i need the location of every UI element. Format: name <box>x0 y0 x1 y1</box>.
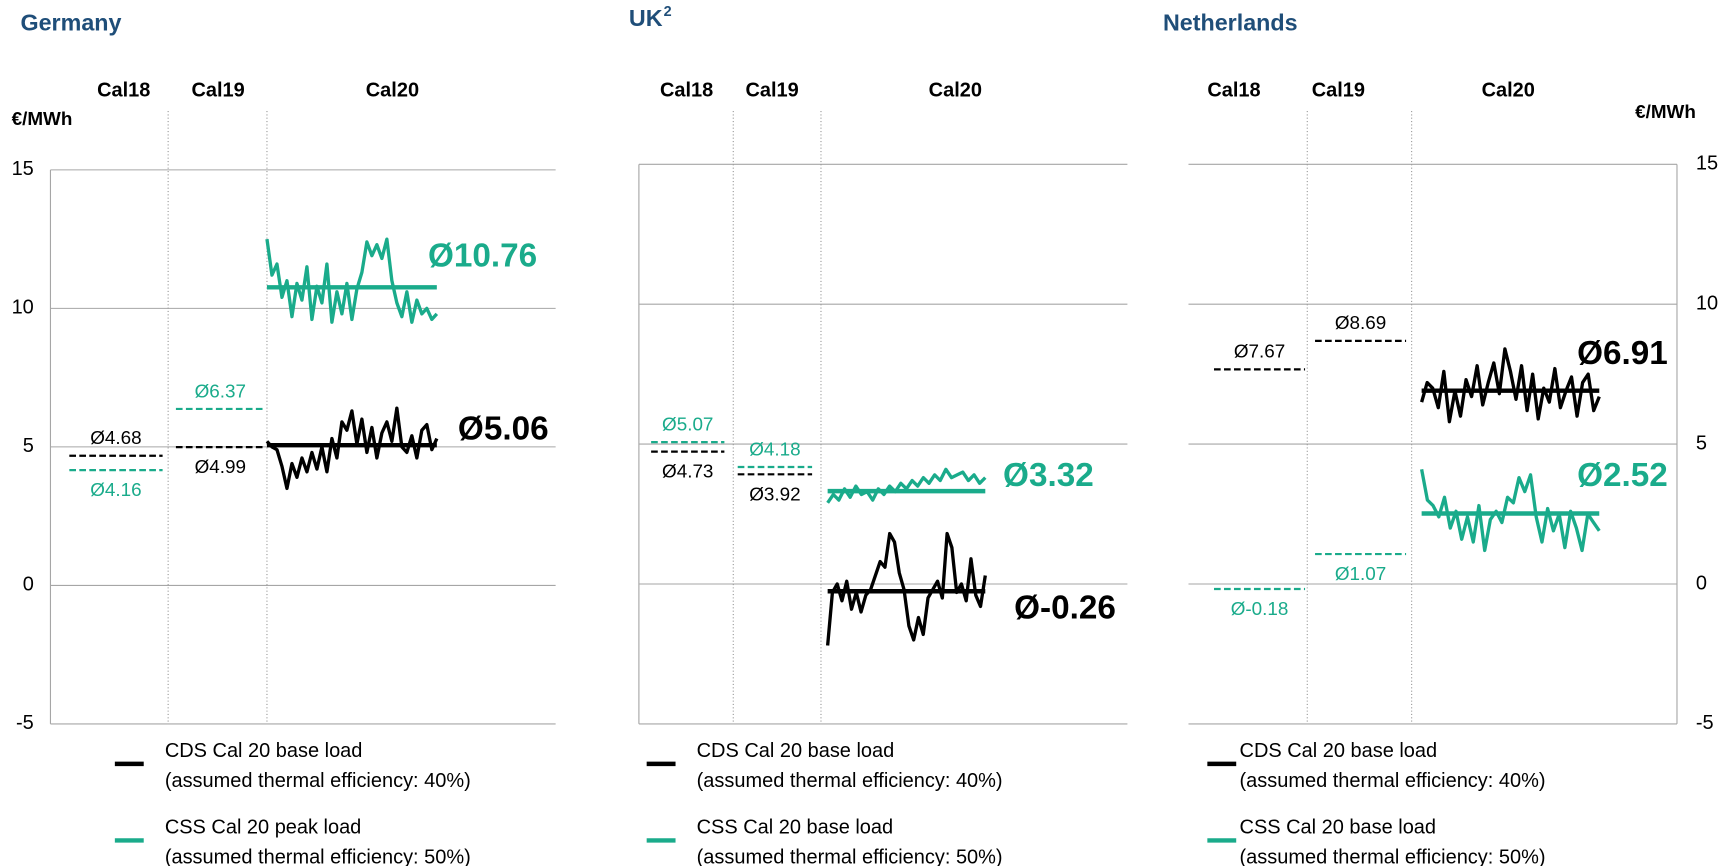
y-tick-label: 15 <box>1696 153 1718 175</box>
period-label: Cal18 <box>660 79 713 101</box>
legend-label: CDS Cal 20 base load <box>697 740 895 762</box>
period-average-label: Ø4.73 <box>662 461 713 482</box>
legend-label: CSS Cal 20 base load <box>1240 817 1436 839</box>
period-average-label: Ø5.07 <box>662 413 713 434</box>
period-label: Cal20 <box>366 79 419 101</box>
unit-label: €/MWh <box>1635 101 1696 122</box>
period-average-label: Ø4.68 <box>90 427 141 448</box>
panel-title: Netherlands <box>1163 10 1298 36</box>
legend-note: (assumed thermal efficiency: 40%) <box>697 770 1003 792</box>
period-average-label: Ø3.92 <box>749 483 800 504</box>
cal20-average-label: Ø2.52 <box>1577 457 1668 494</box>
legend-note: (assumed thermal efficiency: 40%) <box>1240 770 1546 792</box>
legend-label: CDS Cal 20 base load <box>165 740 363 762</box>
period-label: Cal18 <box>97 79 150 101</box>
legend-label: CDS Cal 20 base load <box>1240 740 1438 762</box>
y-tick-label: 0 <box>23 574 34 596</box>
cal20-average-label: Ø10.76 <box>428 237 537 274</box>
period-average-label: Ø4.99 <box>195 456 246 477</box>
period-average-label: Ø6.37 <box>195 380 246 401</box>
y-tick-label: 10 <box>1696 292 1718 314</box>
series-line <box>826 467 987 504</box>
y-tick-label: -5 <box>16 712 34 734</box>
period-average-label: Ø4.18 <box>749 438 800 459</box>
period-label: Cal20 <box>1482 79 1535 101</box>
period-label: Cal19 <box>191 79 244 101</box>
period-average-label: Ø-0.18 <box>1231 598 1289 619</box>
y-tick-label: 5 <box>23 435 34 457</box>
y-tick-label: 15 <box>12 158 34 180</box>
y-tick-label: 10 <box>12 297 34 319</box>
cal20-average-label: Ø6.91 <box>1577 335 1668 372</box>
period-average-label: Ø8.69 <box>1335 312 1386 333</box>
legend-note: (assumed thermal efficiency: 50%) <box>1240 847 1546 866</box>
series-line <box>265 406 439 491</box>
series-line <box>265 237 439 324</box>
y-tick-label: -5 <box>1696 712 1714 734</box>
period-average-label: Ø1.07 <box>1335 563 1386 584</box>
legend-note: (assumed thermal efficiency: 50%) <box>165 847 471 866</box>
period-average-label: Ø7.67 <box>1234 341 1285 362</box>
title-superscript: 2 <box>664 4 672 20</box>
panel-title: Germany <box>20 10 121 36</box>
panel-title: UK <box>629 5 663 31</box>
period-label: Cal19 <box>1312 79 1365 101</box>
legend-note: (assumed thermal efficiency: 40%) <box>165 770 471 792</box>
period-average-label: Ø4.16 <box>90 479 141 500</box>
unit-label: €/MWh <box>12 108 73 129</box>
y-tick-label: 5 <box>1696 432 1707 454</box>
series-line <box>825 531 987 646</box>
period-label: Cal20 <box>929 79 982 101</box>
series-line <box>1420 347 1601 424</box>
period-label: Cal19 <box>745 79 798 101</box>
series-line <box>1419 468 1601 553</box>
cal20-average-label: Ø-0.26 <box>1014 589 1116 626</box>
cal20-average-label: Ø3.32 <box>1003 457 1094 494</box>
legend-label: CSS Cal 20 peak load <box>165 817 361 839</box>
cal20-average-label: Ø5.06 <box>458 411 549 448</box>
legend-label: CSS Cal 20 base load <box>697 817 893 839</box>
period-label: Cal18 <box>1207 79 1260 101</box>
legend-note: (assumed thermal efficiency: 50%) <box>697 847 1003 866</box>
y-tick-label: 0 <box>1696 572 1707 594</box>
